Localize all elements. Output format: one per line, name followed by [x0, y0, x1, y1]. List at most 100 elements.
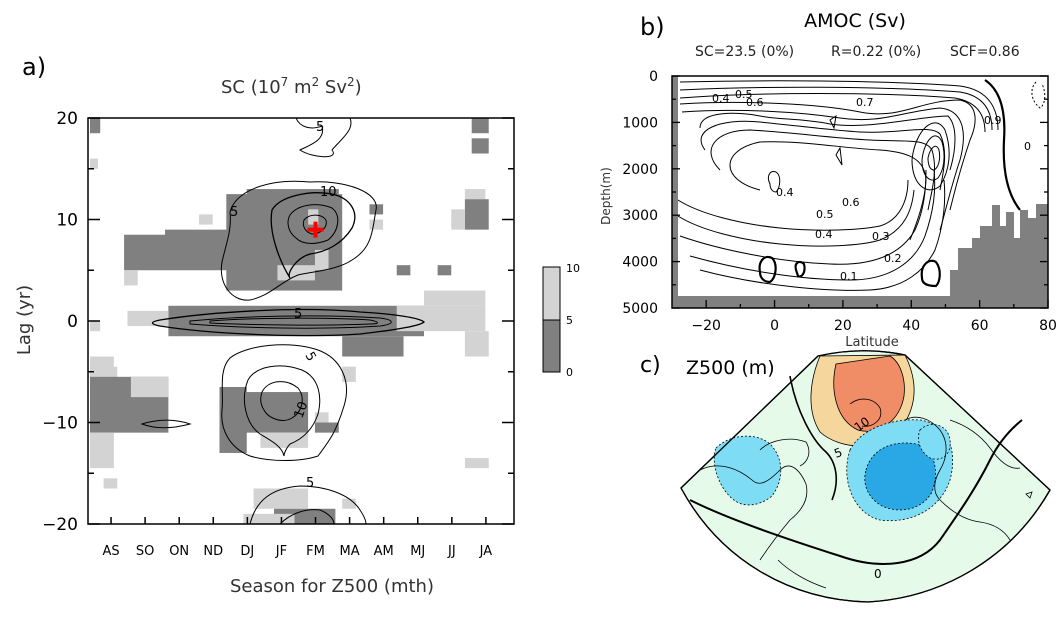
contour-line: [679, 169, 927, 265]
contour-line: [679, 86, 993, 131]
map-anomalies: [713, 354, 954, 522]
contour-line: [920, 259, 941, 288]
y-tick-label: 3000: [622, 208, 658, 224]
panel-c-title: Z500 (m): [686, 357, 775, 379]
heatmap-cell: [314, 412, 329, 423]
contour-line: [189, 315, 392, 329]
contour-line: [699, 179, 946, 291]
contour-line: [679, 93, 986, 133]
panel-a-label: a): [22, 53, 46, 81]
panel-a: a) SC (107 m2 Sv2) 5 10 5 5 1: [14, 53, 580, 597]
heatmap-cell: [103, 478, 118, 489]
heatmap-cell: [130, 376, 169, 398]
heatmap-cell: [124, 270, 138, 286]
contour-line: [689, 169, 936, 281]
y-tick-label: −10: [42, 414, 78, 434]
contour-line: [679, 99, 976, 211]
contour-label: 0.3: [872, 230, 890, 243]
x-tick-label: JF: [275, 544, 287, 559]
contour-line: [677, 179, 909, 231]
panel-b-stat: R=0.22 (0%): [831, 44, 921, 60]
contour-line: [700, 120, 946, 191]
contour-label: 5: [302, 350, 319, 365]
panel-a-x-tick-labels: AS SO ON ND DJ JF FM MA AM MJ JJ JA: [102, 544, 492, 559]
contour-line: [220, 180, 377, 301]
contour-line: [279, 509, 335, 524]
heatmap-cell: [243, 513, 295, 524]
contour-line: [710, 129, 935, 211]
contour-label: 0.6: [842, 196, 860, 209]
x-tick-label: 0: [770, 318, 779, 334]
negative-anomaly-strong: [864, 442, 936, 511]
panel-b-label: b): [640, 13, 665, 41]
zero-contour: [689, 419, 1023, 565]
x-tick-label: FM: [306, 544, 325, 559]
x-tick-label: 20: [834, 318, 852, 334]
contour-line: [921, 135, 945, 181]
contour-line: [221, 344, 347, 461]
heatmap-cell: [342, 336, 404, 357]
colorbar-segment-low: [542, 319, 561, 373]
panel-b-ticks: [672, 75, 1049, 309]
heatmap-cell: [464, 331, 489, 357]
contour-label: 0.2: [884, 252, 902, 265]
y-tick-label: 0: [67, 312, 78, 332]
panel-a-ticks: [88, 117, 514, 525]
coastline: [949, 419, 1021, 469]
colorbar-segment-high: [542, 266, 561, 321]
contour-line: [699, 112, 956, 171]
panel-b-zero-contours: [758, 79, 1021, 288]
zero-contour: [789, 375, 838, 501]
heatmap-cell: [277, 265, 315, 281]
x-tick-label: ON: [169, 544, 189, 559]
x-tick-label: MJ: [410, 544, 425, 559]
coastline: [699, 465, 808, 561]
panel-a-x-axis-label: Season for Z500 (mth): [230, 576, 434, 597]
x-tick-label: JJ: [447, 544, 456, 559]
panel-a-cells: [90, 118, 489, 524]
heatmap-cell: [342, 498, 356, 509]
contour-line: [927, 145, 941, 171]
y-tick-label: 4000: [622, 255, 658, 271]
contour-label: 0.1: [840, 270, 858, 283]
colorbar-tick-label: 10: [566, 262, 580, 275]
contour-line: [679, 80, 999, 131]
panel-b-stat: SCF=0.86: [950, 44, 1020, 60]
heatmap-cell: [464, 458, 489, 469]
heatmap-cell: [219, 392, 309, 433]
panel-a-contours: [140, 118, 425, 524]
contour-label: 10: [320, 185, 337, 200]
heatmap-cell: [90, 432, 114, 469]
coastlines: [699, 398, 1033, 589]
contour-line: [794, 260, 806, 278]
contour-label: 5: [832, 445, 844, 461]
heatmap-cell: [396, 265, 411, 276]
heatmap-cell: [90, 118, 101, 134]
max-marker: [307, 221, 324, 238]
contour-line: [151, 308, 425, 337]
contour-line: [681, 107, 964, 231]
heatmap-cell: [314, 249, 329, 271]
colorbar-tick-label: 0: [566, 366, 573, 379]
heatmap-cell: [451, 209, 465, 230]
contour-label: 5: [230, 205, 238, 220]
x-tick-label: ND: [203, 544, 223, 559]
contour-line: [260, 381, 303, 421]
heatmap-cell: [127, 310, 169, 327]
coastline: [904, 416, 947, 501]
contour-label: 0: [874, 567, 882, 581]
contour-line: [835, 146, 843, 166]
panel-a-y-tick-labels: 20 10 0 −10 −20: [42, 109, 78, 535]
contour-line: [984, 79, 1021, 211]
heatmap-cell: [260, 432, 309, 448]
heatmap-cell: [423, 290, 486, 306]
x-tick-label: AM: [374, 544, 394, 559]
panel-b-stat: SC=23.5 (0%): [695, 44, 794, 60]
heatmap-cell: [90, 321, 101, 332]
contour-line: [140, 419, 192, 429]
contour-label: 5: [294, 307, 302, 322]
contour-line: [270, 192, 356, 279]
y-tick-label: −20: [42, 515, 78, 535]
contour-label: 5: [316, 120, 324, 135]
contour-line: [677, 189, 915, 247]
